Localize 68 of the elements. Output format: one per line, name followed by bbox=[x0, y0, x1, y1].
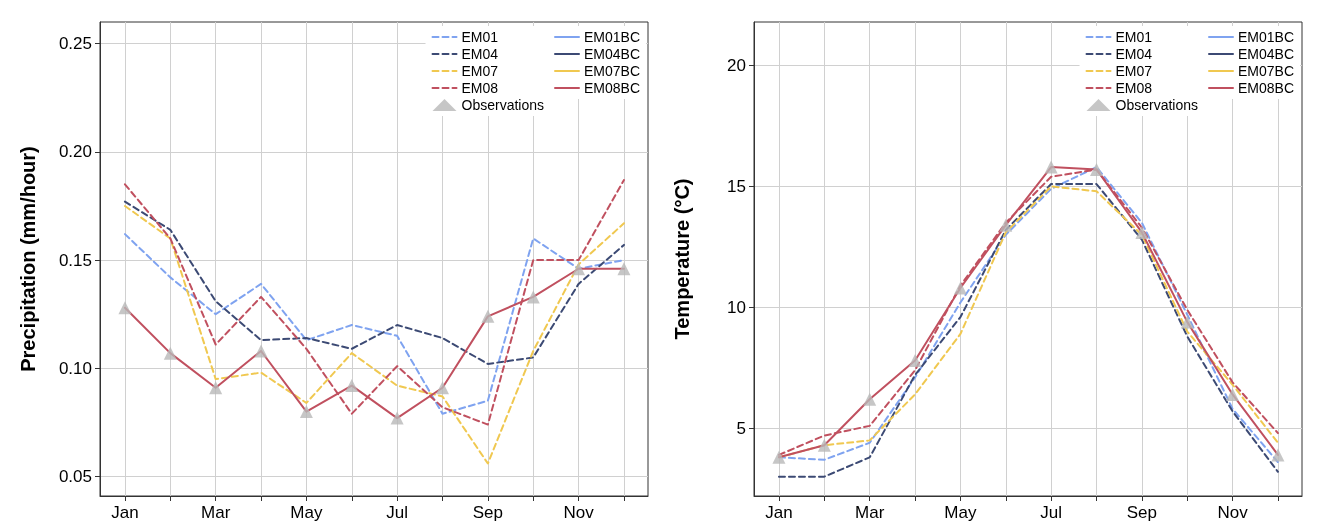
x-tick-label: Sep bbox=[1126, 503, 1157, 522]
legend-label: EM04 bbox=[1115, 46, 1153, 62]
legend-label: EM01BC bbox=[1237, 29, 1295, 45]
point bbox=[772, 450, 786, 464]
legend-label: EM07BC bbox=[583, 63, 641, 79]
x-tick-label: Nov bbox=[1217, 503, 1249, 522]
legend-label: EM01BC bbox=[583, 29, 641, 45]
y-tick-label: 10 bbox=[727, 297, 746, 317]
line-series bbox=[123, 179, 625, 426]
y-tick-label: 0.05 bbox=[58, 467, 92, 487]
point bbox=[908, 354, 922, 368]
legend-label: EM01 bbox=[1115, 29, 1153, 45]
y-tick-label: 0.15 bbox=[58, 250, 92, 270]
point bbox=[209, 381, 223, 395]
legend-label: EM08BC bbox=[1237, 80, 1295, 96]
point bbox=[1090, 163, 1103, 177]
x-tick-label: Jul bbox=[1040, 503, 1062, 522]
point bbox=[1180, 315, 1194, 329]
point bbox=[1044, 160, 1058, 174]
x-tick-label: May bbox=[290, 503, 323, 522]
point bbox=[254, 344, 268, 358]
y-tick-label: 15 bbox=[727, 176, 746, 196]
y-tick-label: 0.25 bbox=[58, 34, 92, 54]
point bbox=[817, 438, 831, 452]
x-tick-label: Jul bbox=[386, 503, 408, 522]
point bbox=[953, 281, 967, 295]
legend-label: EM07 bbox=[461, 63, 499, 79]
point bbox=[863, 392, 877, 406]
legend-label: Observations bbox=[1115, 97, 1198, 113]
legend-label: EM04BC bbox=[583, 46, 641, 62]
point bbox=[481, 309, 495, 323]
x-tick-label: Mar bbox=[855, 503, 885, 522]
point bbox=[390, 411, 404, 425]
y-tick-label: 5 bbox=[736, 418, 746, 438]
x-tick-label: May bbox=[944, 503, 977, 522]
point bbox=[1226, 387, 1240, 401]
x-tick-label: Jan bbox=[765, 503, 793, 522]
line-series bbox=[123, 204, 625, 465]
legend-label: EM08 bbox=[461, 80, 499, 96]
x-tick-label: Jan bbox=[111, 503, 139, 522]
point bbox=[526, 290, 540, 304]
point bbox=[118, 301, 132, 315]
point bbox=[1271, 448, 1285, 462]
legend-label: EM07BC bbox=[1237, 63, 1295, 79]
y-tick-label: 20 bbox=[727, 56, 746, 76]
legend-label: EM08BC bbox=[583, 80, 641, 96]
point bbox=[299, 405, 313, 419]
x-tick-label: Sep bbox=[472, 503, 503, 522]
y-axis-title: Precipitation (mm/hour) bbox=[17, 146, 39, 372]
y-tick-label: 0.20 bbox=[58, 142, 92, 162]
y-tick-label: 0.10 bbox=[58, 358, 92, 378]
point bbox=[572, 262, 586, 276]
legend-label: EM04 bbox=[461, 46, 499, 62]
y-axis-title: Temperature (°C) bbox=[671, 178, 693, 340]
point bbox=[999, 218, 1013, 232]
line-series bbox=[123, 200, 625, 365]
legend-label: EM01 bbox=[461, 29, 499, 45]
x-tick-label: Nov bbox=[563, 503, 595, 522]
legend-label: EM08 bbox=[1115, 80, 1153, 96]
point bbox=[345, 379, 359, 393]
point bbox=[163, 346, 177, 360]
point bbox=[436, 381, 449, 395]
legend-label: EM04BC bbox=[1237, 46, 1295, 62]
x-tick-label: Mar bbox=[201, 503, 231, 522]
legend-label: EM07 bbox=[1115, 63, 1153, 79]
point bbox=[617, 262, 631, 276]
legend-label: Observations bbox=[461, 97, 544, 113]
point bbox=[1135, 225, 1149, 239]
